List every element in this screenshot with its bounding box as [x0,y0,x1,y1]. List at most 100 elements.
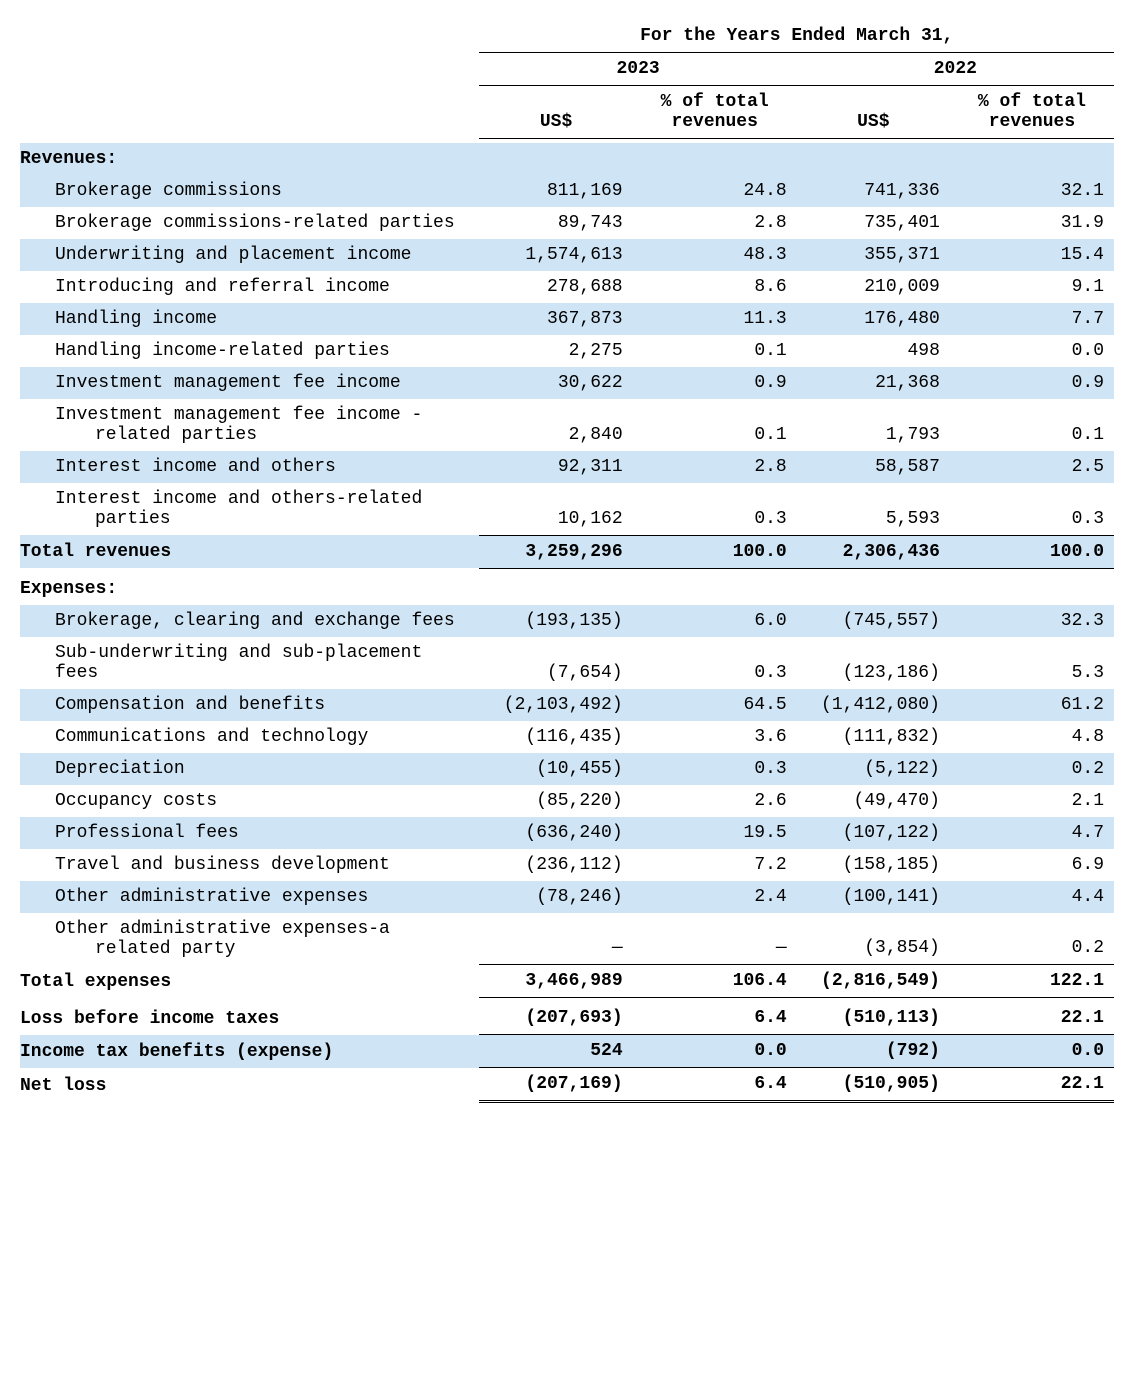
table-row: Handling income367,87311.3176,4807.7 [20,303,1114,335]
cell: 6.9 [950,849,1114,881]
superheader-text: For the Years Ended March 31, [479,20,1114,53]
cell: 89,743 [479,207,632,239]
row-label: Introducing and referral income [20,271,479,303]
cell: (85,220) [479,785,632,817]
cell: 2.5 [950,451,1114,483]
row-label: Depreciation [20,753,479,785]
row-label: Handling income-related parties [20,335,479,367]
cell: (1,412,080) [797,689,950,721]
table-row: Professional fees(636,240)19.5(107,122)4… [20,817,1114,849]
cell: 0.1 [950,399,1114,451]
cell: (107,122) [797,817,950,849]
cell: 0.2 [950,913,1114,965]
table-superheader: For the Years Ended March 31, [20,20,1114,53]
total-cell: 3,259,296 [479,535,632,568]
summary-label: Net loss [20,1068,479,1102]
row-label: Interest income and others-related parti… [20,483,479,535]
cell: 32.1 [950,175,1114,207]
cell: 4.7 [950,817,1114,849]
cell: 21,368 [797,367,950,399]
cell: 0.3 [633,483,797,535]
total-cell: 106.4 [633,965,797,998]
summary-cell: (510,905) [797,1068,950,1102]
table-row: Travel and business development(236,112)… [20,849,1114,881]
cell: 8.6 [633,271,797,303]
cell: 0.1 [633,335,797,367]
cell: 1,793 [797,399,950,451]
summary-cell: (792) [797,1035,950,1068]
summary-cell: (207,693) [479,1002,632,1035]
total-cell: 100.0 [950,535,1114,568]
summary-row: Loss before income taxes(207,693)6.4(510… [20,1002,1114,1035]
total-cell: 2,306,436 [797,535,950,568]
cell: 7.2 [633,849,797,881]
row-label: Brokerage, clearing and exchange fees [20,605,479,637]
year-2023: 2023 [479,53,796,86]
row-label: Communications and technology [20,721,479,753]
cell: 1,574,613 [479,239,632,271]
row-label: Professional fees [20,817,479,849]
cell: 19.5 [633,817,797,849]
summary-cell: 22.1 [950,1068,1114,1102]
cell: 2.8 [633,207,797,239]
cell: 2.1 [950,785,1114,817]
cell: 3.6 [633,721,797,753]
table-row: Other administrative expenses-a related … [20,913,1114,965]
summary-cell: 0.0 [950,1035,1114,1068]
row-label: Investment management fee income [20,367,479,399]
cell: 15.4 [950,239,1114,271]
cell: (236,112) [479,849,632,881]
cell: 0.2 [950,753,1114,785]
cell: 0.9 [633,367,797,399]
cell: 6.0 [633,605,797,637]
summary-cell: 524 [479,1035,632,1068]
cell: (78,246) [479,881,632,913]
section-title: Expenses: [20,573,1114,605]
table-row: Interest income and others-related parti… [20,483,1114,535]
table-row: Underwriting and placement income1,574,6… [20,239,1114,271]
cell: (123,186) [797,637,950,689]
table-row: Sub-underwriting and sub-placement fees(… [20,637,1114,689]
row-label: Interest income and others [20,451,479,483]
table-row: Compensation and benefits(2,103,492)64.5… [20,689,1114,721]
cell: (2,103,492) [479,689,632,721]
table-row: Introducing and referral income278,6888.… [20,271,1114,303]
row-label: Occupancy costs [20,785,479,817]
cell: 10,162 [479,483,632,535]
cell: 32.3 [950,605,1114,637]
section-header: Revenues: [20,143,1114,175]
summary-row: Net loss(207,169)6.4(510,905)22.1 [20,1068,1114,1102]
cell: 176,480 [797,303,950,335]
cell: 367,873 [479,303,632,335]
table-year-header: 20232022 [20,53,1114,86]
cell: (111,832) [797,721,950,753]
cell: 5,593 [797,483,950,535]
cell: 61.2 [950,689,1114,721]
cell: 11.3 [633,303,797,335]
cell: 2,840 [479,399,632,451]
cell: (7,654) [479,637,632,689]
summary-label: Loss before income taxes [20,1002,479,1035]
cell: (5,122) [797,753,950,785]
cell: 210,009 [797,271,950,303]
cell: (745,557) [797,605,950,637]
cell: (636,240) [479,817,632,849]
financial-table: For the Years Ended March 31,20232022US$… [20,20,1114,1103]
row-label: Other administrative expenses-a related … [20,913,479,965]
cell: 2.8 [633,451,797,483]
cell: 0.9 [950,367,1114,399]
table-row: Brokerage commissions811,16924.8741,3363… [20,175,1114,207]
table-column-headers: US$% of total revenuesUS$% of total reve… [20,86,1114,139]
table-row: Brokerage, clearing and exchange fees(19… [20,605,1114,637]
cell: 2.4 [633,881,797,913]
cell: 0.3 [633,753,797,785]
cell: 7.7 [950,303,1114,335]
row-label: Brokerage commissions-related parties [20,207,479,239]
cell: — [479,913,632,965]
total-cell: 122.1 [950,965,1114,998]
table-row: Communications and technology(116,435)3.… [20,721,1114,753]
cell: (49,470) [797,785,950,817]
cell: (116,435) [479,721,632,753]
cell: 30,622 [479,367,632,399]
col-header-0: US$ [479,86,632,139]
